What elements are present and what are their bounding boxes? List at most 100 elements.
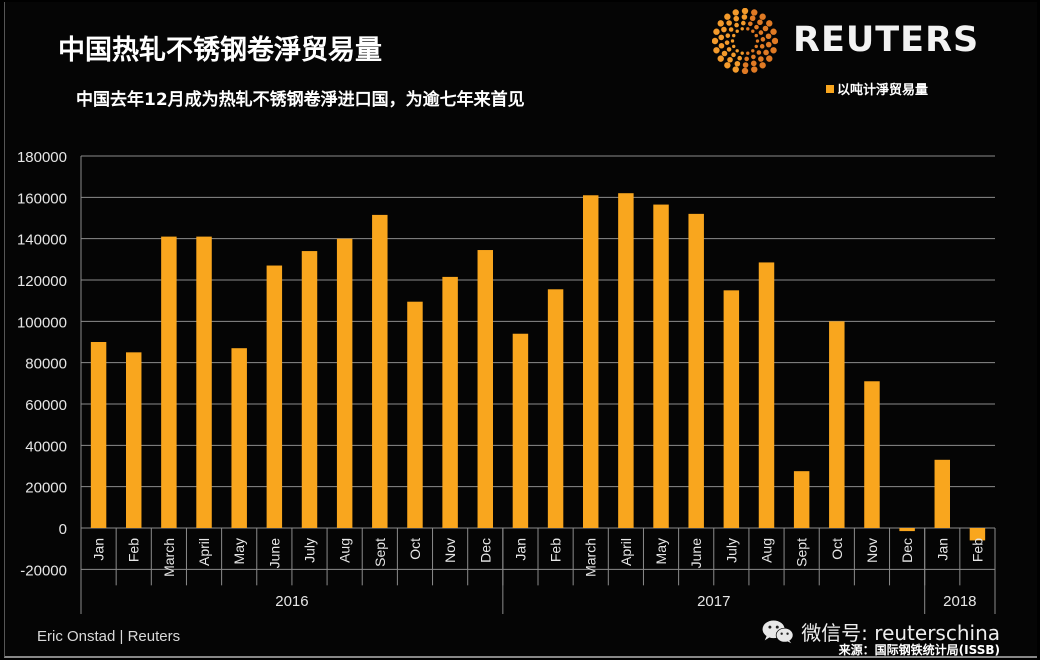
logo-dot [754, 44, 758, 49]
x-tick-label: March [161, 538, 177, 577]
x-tick-label: April [196, 538, 212, 566]
bar [723, 290, 740, 528]
group-label: 2017 [697, 593, 730, 610]
logo-dot [742, 62, 749, 68]
logo-dot [758, 56, 764, 62]
bar [653, 204, 669, 529]
x-tick-label: May [653, 538, 669, 564]
y-tick-label: 120000 [17, 273, 67, 290]
bar [372, 214, 388, 528]
logo-dot [721, 50, 728, 57]
logo-dot [751, 9, 758, 16]
bar [196, 236, 212, 528]
logo-dot [755, 39, 760, 43]
logo-dot [732, 33, 736, 38]
logo-dot [762, 25, 769, 32]
logo-dot [725, 33, 731, 38]
logo-dot [741, 67, 749, 74]
x-tick-label: Dec [899, 538, 915, 563]
logo-dot [766, 20, 773, 27]
logo-dot [732, 44, 736, 49]
logo-dot [765, 41, 772, 48]
logo-dot [724, 13, 731, 20]
logo-dot [758, 30, 764, 35]
logo-dot [713, 28, 720, 35]
logo-dot [759, 62, 766, 69]
logo-dot [746, 51, 750, 55]
y-tick-label: 140000 [17, 232, 67, 249]
logo-dot [717, 20, 724, 27]
logo-dot [749, 15, 756, 22]
logo-dot [730, 39, 735, 43]
logo-dot [766, 55, 773, 62]
x-tick-label: Feb [969, 538, 985, 562]
bar [266, 265, 283, 528]
bar [125, 352, 142, 528]
y-tick-label: 60000 [25, 397, 67, 414]
y-tick-label: 0 [59, 521, 67, 538]
y-tick-label: 20000 [25, 480, 67, 497]
x-tick-label: Feb [126, 538, 142, 562]
logo-dot [718, 34, 725, 41]
x-tick-label: June [688, 538, 704, 569]
bar [864, 381, 880, 528]
bar [934, 459, 951, 528]
x-tick-label: April [618, 538, 634, 566]
bar [512, 333, 529, 528]
logo-dot [735, 49, 739, 53]
logo-dot [734, 60, 741, 67]
logo-dot [757, 19, 763, 26]
logo-dot [713, 47, 720, 54]
bar [407, 301, 423, 528]
logo-dot [756, 50, 762, 55]
logo-dot [732, 66, 739, 73]
logo-dot [737, 55, 742, 61]
legend-swatch [826, 84, 834, 93]
logo-dot [721, 26, 727, 33]
logo-dot [718, 42, 725, 49]
group-label: 2016 [275, 593, 308, 610]
bar [793, 471, 810, 528]
logo-dot [760, 37, 766, 42]
bar [758, 262, 775, 528]
logo-dot [740, 51, 744, 55]
chart-subtitle: 中国去年12月成为热轧不锈钢卷淨进口国，为逾七年来首见 [76, 90, 525, 110]
y-tick-label: 100000 [17, 314, 67, 331]
x-tick-label: July [723, 538, 739, 563]
logo-dot [744, 56, 749, 62]
logo-dot [770, 28, 777, 35]
logo-dot [712, 37, 719, 45]
x-tick-label: Nov [864, 538, 880, 563]
x-tick-label: Nov [442, 538, 458, 563]
wechat-label: 微信号: reuterschina [801, 621, 1000, 645]
logo-dot [754, 24, 759, 30]
y-tick-label: -20000 [20, 562, 67, 579]
logo-dot [748, 21, 753, 27]
credit-text: Eric Onstad | Reuters [37, 628, 181, 645]
y-tick-label: 160000 [17, 190, 67, 207]
bar [582, 195, 599, 528]
group-label: 2018 [943, 593, 976, 610]
logo-dot [741, 14, 748, 20]
x-tick-label: Jan [91, 538, 107, 561]
logo-dot [727, 56, 733, 63]
logo-dot [740, 27, 744, 31]
x-tick-label: Jan [934, 538, 950, 561]
bar [547, 289, 564, 528]
logo-dot [728, 27, 734, 32]
x-tick-label: Aug [337, 538, 353, 563]
logo-dot [759, 13, 766, 20]
logo-dot [717, 55, 724, 62]
logo-dot [733, 15, 740, 22]
brand-name: REUTERS [793, 20, 980, 60]
x-tick-label: May [231, 538, 247, 564]
logo-dot [741, 20, 746, 26]
logo-dot [731, 52, 736, 58]
reuters-dot-logo-icon [712, 8, 778, 74]
x-tick-label: March [583, 538, 599, 577]
logo-dot [724, 62, 731, 69]
logo-dot [726, 47, 732, 52]
bar [899, 528, 915, 532]
x-tick-label: July [302, 538, 318, 563]
